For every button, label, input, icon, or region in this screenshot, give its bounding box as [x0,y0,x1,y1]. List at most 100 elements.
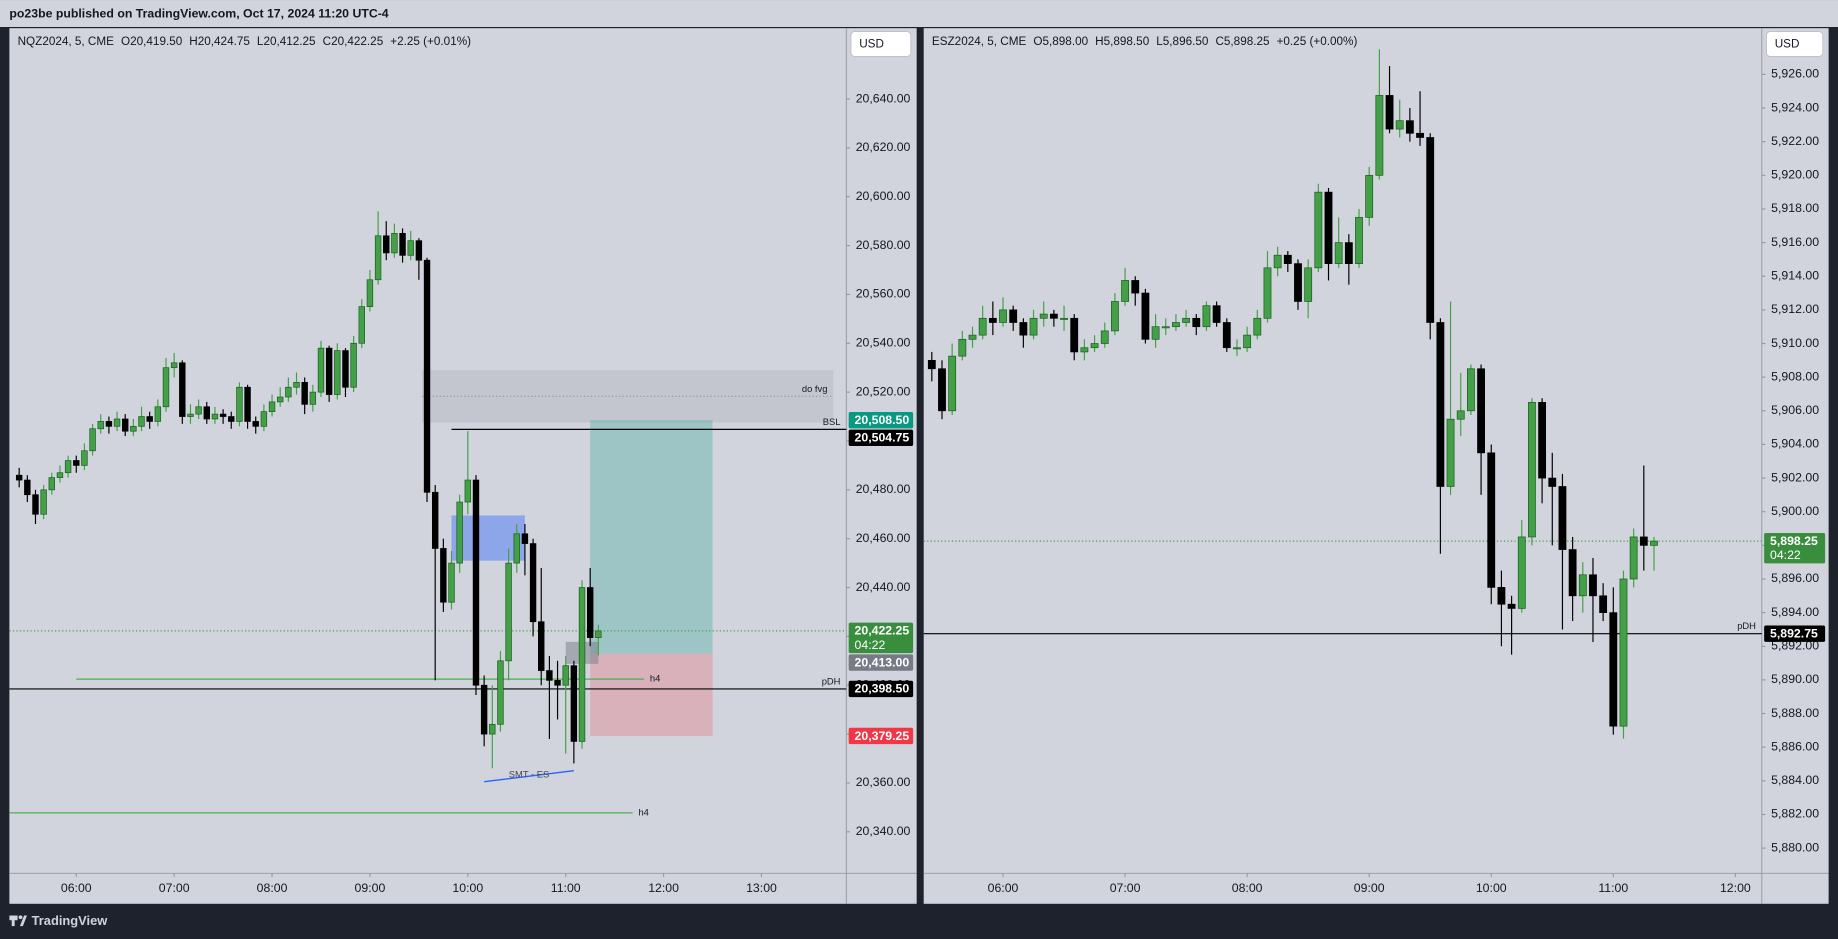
x-tick-label: 11:00 [551,881,581,895]
candle-body [1172,322,1180,328]
y-tick-label: 5,896.00 [1771,571,1819,585]
candle-body [32,494,39,515]
candle-body [1029,317,1038,336]
currency-button[interactable] [850,31,912,57]
y-tick-label: 20,520.00 [856,384,911,398]
x-tick-label: 11:00 [1598,881,1628,895]
currency-label: USD [859,38,884,51]
y-tick-label: 5,880.00 [1771,840,1819,854]
y-tick-label: 20,440.00 [856,580,911,594]
level-label: BSL [823,417,841,427]
candle-body [228,416,235,422]
candle-body [927,359,936,370]
candle-body [105,421,113,427]
candle-body [1324,191,1333,264]
x-tick-label: 06:00 [988,881,1019,895]
candle-body [334,350,341,395]
price-label [848,654,914,671]
y-tick-label: 20,580.00 [856,238,911,252]
candle-body [586,587,594,638]
candle-body [1344,242,1353,264]
candle-body [1202,305,1211,328]
candle-body [56,472,64,478]
candle-body [988,317,997,323]
symbol-legend: NQZ2024, 5, CME O20,419.50 H20,424.75 L20,4… [18,35,472,48]
candle-body [423,259,431,493]
legend-symbol: ESZ2024, 5, CME [932,35,1027,48]
candle-body [48,477,56,491]
y-tick-label: 20,620.00 [856,140,911,154]
candle-body [73,460,80,466]
candle-body [162,367,170,408]
legend-open: O20,419.50 [121,35,183,48]
price-label [1764,532,1826,564]
candle-body [1060,317,1068,320]
price-label [848,727,914,745]
price-label [1764,625,1826,642]
candle-body [203,406,210,420]
candle-body [1507,603,1516,609]
candle-body [1233,347,1241,350]
candle-body [1334,242,1343,264]
candle-body [358,306,365,344]
candle-body [407,240,414,256]
candle-body [595,630,602,638]
candle-body [1528,402,1536,538]
candle-body [1629,536,1638,580]
y-tick-label: 20,480.00 [856,482,911,496]
legend-low: L20,412.25 [257,35,316,48]
x-tick-label: 10:00 [1476,881,1507,895]
y-tick-label: 5,902.00 [1771,470,1819,484]
x-tick-label: 09:00 [1354,881,1385,895]
candle-body [1009,309,1018,323]
candle-body [1609,612,1618,727]
candle-body [464,479,472,503]
candle-body [276,396,284,403]
candle-body [1589,574,1597,597]
candle-body [1294,263,1302,302]
x-tick-label: 07:00 [159,881,190,895]
candle-body [554,680,561,686]
legend-high: H5,898.50 [1095,35,1150,48]
currency-button[interactable] [1766,31,1824,57]
candle-body [81,450,88,466]
y-tick-label: 20,560.00 [856,287,911,301]
y-tick-label: 5,890.00 [1771,672,1819,686]
candle-body [1090,343,1099,349]
y-tick-label: 5,886.00 [1771,739,1819,753]
y-tick-label: 5,882.00 [1771,807,1819,821]
candle-body [1283,254,1292,264]
price-label-text: 20,413.00 [855,655,910,669]
candle-body [456,501,463,564]
candle-body [1151,326,1160,340]
countdown-text: 04:22 [855,638,886,652]
chart-panel: 5,880.00 5,882.00 5,884.00 5,886.00 5,888.00… [923,28,1829,904]
candle-body [301,381,308,405]
candle-body [521,533,529,544]
candle-body [1253,317,1262,336]
candle-body [538,621,545,671]
price-label-text: 20,398.50 [855,682,910,696]
candle-body [1395,120,1404,130]
price-label-text: 20,504.75 [855,431,910,445]
candle-body [1405,120,1414,134]
price-label-text: 20,379.25 [855,729,910,743]
legend-change: +2.25 (+0.01%) [390,35,471,48]
zone [590,653,713,736]
candle-body [342,350,349,388]
candle-body [383,235,390,254]
candle-body [113,418,121,427]
candle-body [1619,578,1628,727]
candle-body [24,479,31,496]
candle-body [1049,313,1058,319]
candle-body [562,665,569,686]
y-tick-label: 20,540.00 [856,336,911,350]
candle-body [138,416,145,427]
legend-symbol: NQZ2024, 5, CME [18,35,115,48]
candle-body [472,479,480,686]
legend-open: O5,898.00 [1033,35,1088,48]
chart-panel: 20,340.0020,360.0020,380.0020,400.0020,4… [9,28,917,904]
candle-body [187,413,194,417]
candle-body [350,342,357,388]
candle-body [1365,174,1374,218]
